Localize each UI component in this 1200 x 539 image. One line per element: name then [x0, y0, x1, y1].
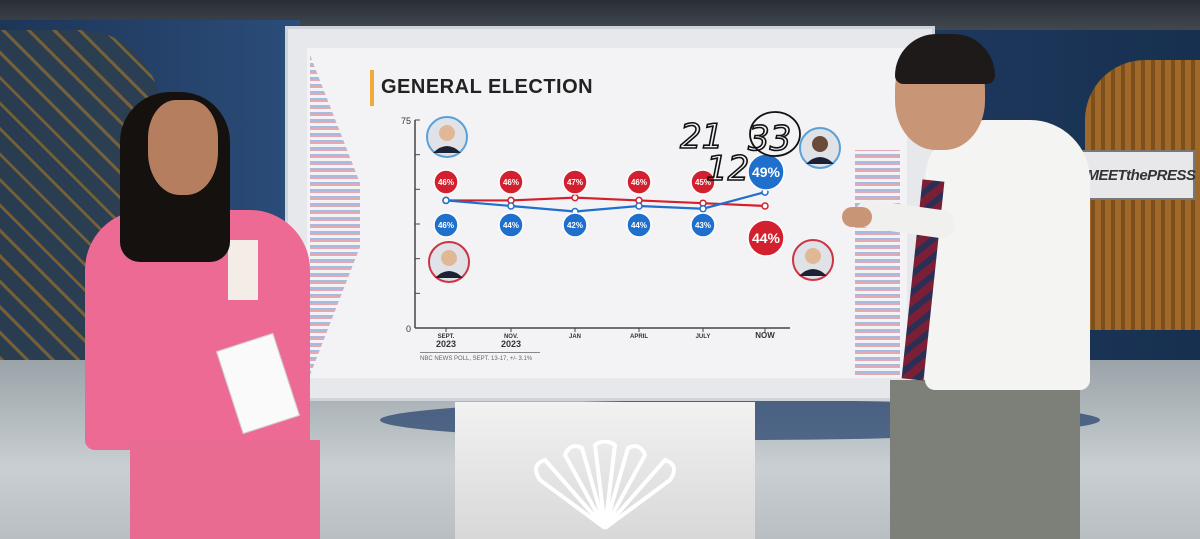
- data-point: [699, 204, 707, 213]
- candidate-suit: [435, 271, 463, 278]
- x-tick-label: APRIL: [630, 334, 648, 340]
- x-tick-label: SEPT.: [438, 334, 455, 340]
- data-label-bubble: [433, 212, 459, 238]
- title-accent-bar: [370, 70, 374, 106]
- data-label-bubble: [747, 219, 785, 257]
- data-label: 44%: [631, 221, 647, 230]
- x-tick-label: NOV.: [504, 334, 518, 340]
- data-point: [635, 202, 643, 210]
- data-label: 46%: [438, 178, 454, 187]
- data-label: 47%: [567, 178, 583, 187]
- candidate-suit: [806, 157, 834, 164]
- data-point: [442, 196, 450, 205]
- data-label: 44%: [503, 221, 519, 230]
- data-label-bubble: [690, 169, 716, 195]
- data-point: [507, 202, 515, 210]
- handwritten-circle: [749, 111, 801, 157]
- candidate-suit: [433, 146, 461, 153]
- candidate-face: [812, 136, 828, 152]
- series-line: [445, 191, 766, 213]
- x-tick-label: JULY: [696, 334, 711, 340]
- data-point: [571, 193, 579, 202]
- candidate-face: [439, 125, 455, 141]
- x-tick-label: 2023: [436, 339, 456, 349]
- y-tick-label: 75: [401, 116, 411, 126]
- data-point: [761, 202, 769, 210]
- data-label: 45%: [695, 178, 711, 187]
- data-label: 49%: [752, 164, 781, 180]
- data-label: 46%: [438, 221, 454, 230]
- data-label-bubble: [562, 212, 588, 238]
- sign-text: MEETthePRESS: [1086, 166, 1197, 184]
- handwritten-annotation: 21: [680, 117, 723, 157]
- data-label: 42%: [567, 221, 583, 230]
- x-tick-label: 2023: [501, 339, 521, 349]
- display-screen: [307, 48, 907, 378]
- data-label-bubble: [562, 169, 588, 195]
- man-hand: [842, 207, 872, 227]
- chart-footnote: NBC NEWS POLL, SEPT. 13-17, +/- 3.1%: [420, 352, 540, 362]
- data-label: 46%: [503, 178, 519, 187]
- man-presenter: [925, 120, 1090, 390]
- y-tick-label: 0: [406, 324, 411, 334]
- data-label-bubble: [498, 212, 524, 238]
- woman-face: [148, 100, 218, 195]
- data-label-bubble: [626, 212, 652, 238]
- woman-blouse: [228, 240, 258, 300]
- data-label: 43%: [695, 221, 711, 230]
- data-label: 44%: [752, 230, 781, 246]
- candidate-face: [805, 248, 821, 264]
- series-line: [446, 196, 766, 208]
- nbc-peacock-icon: [534, 440, 676, 530]
- data-label-bubble: [626, 169, 652, 195]
- x-tick-label: NOW: [755, 331, 775, 340]
- candidate-face: [441, 250, 457, 266]
- handwritten-annotation: 12: [706, 149, 749, 189]
- candidate-suit: [799, 269, 827, 276]
- data-label: 46%: [631, 178, 647, 187]
- handwritten-annotation: 33: [748, 119, 791, 159]
- man-hair: [895, 34, 995, 84]
- stars-stripes-decoration: [855, 150, 900, 375]
- data-label-bubble: [433, 169, 459, 195]
- chart-title: GENERAL ELECTION: [381, 76, 594, 98]
- x-tick-label: JAN: [569, 334, 581, 340]
- data-label-bubble: [690, 212, 716, 238]
- woman-pants: [130, 440, 320, 539]
- man-pants: [890, 380, 1080, 539]
- data-label-bubble: [498, 169, 524, 195]
